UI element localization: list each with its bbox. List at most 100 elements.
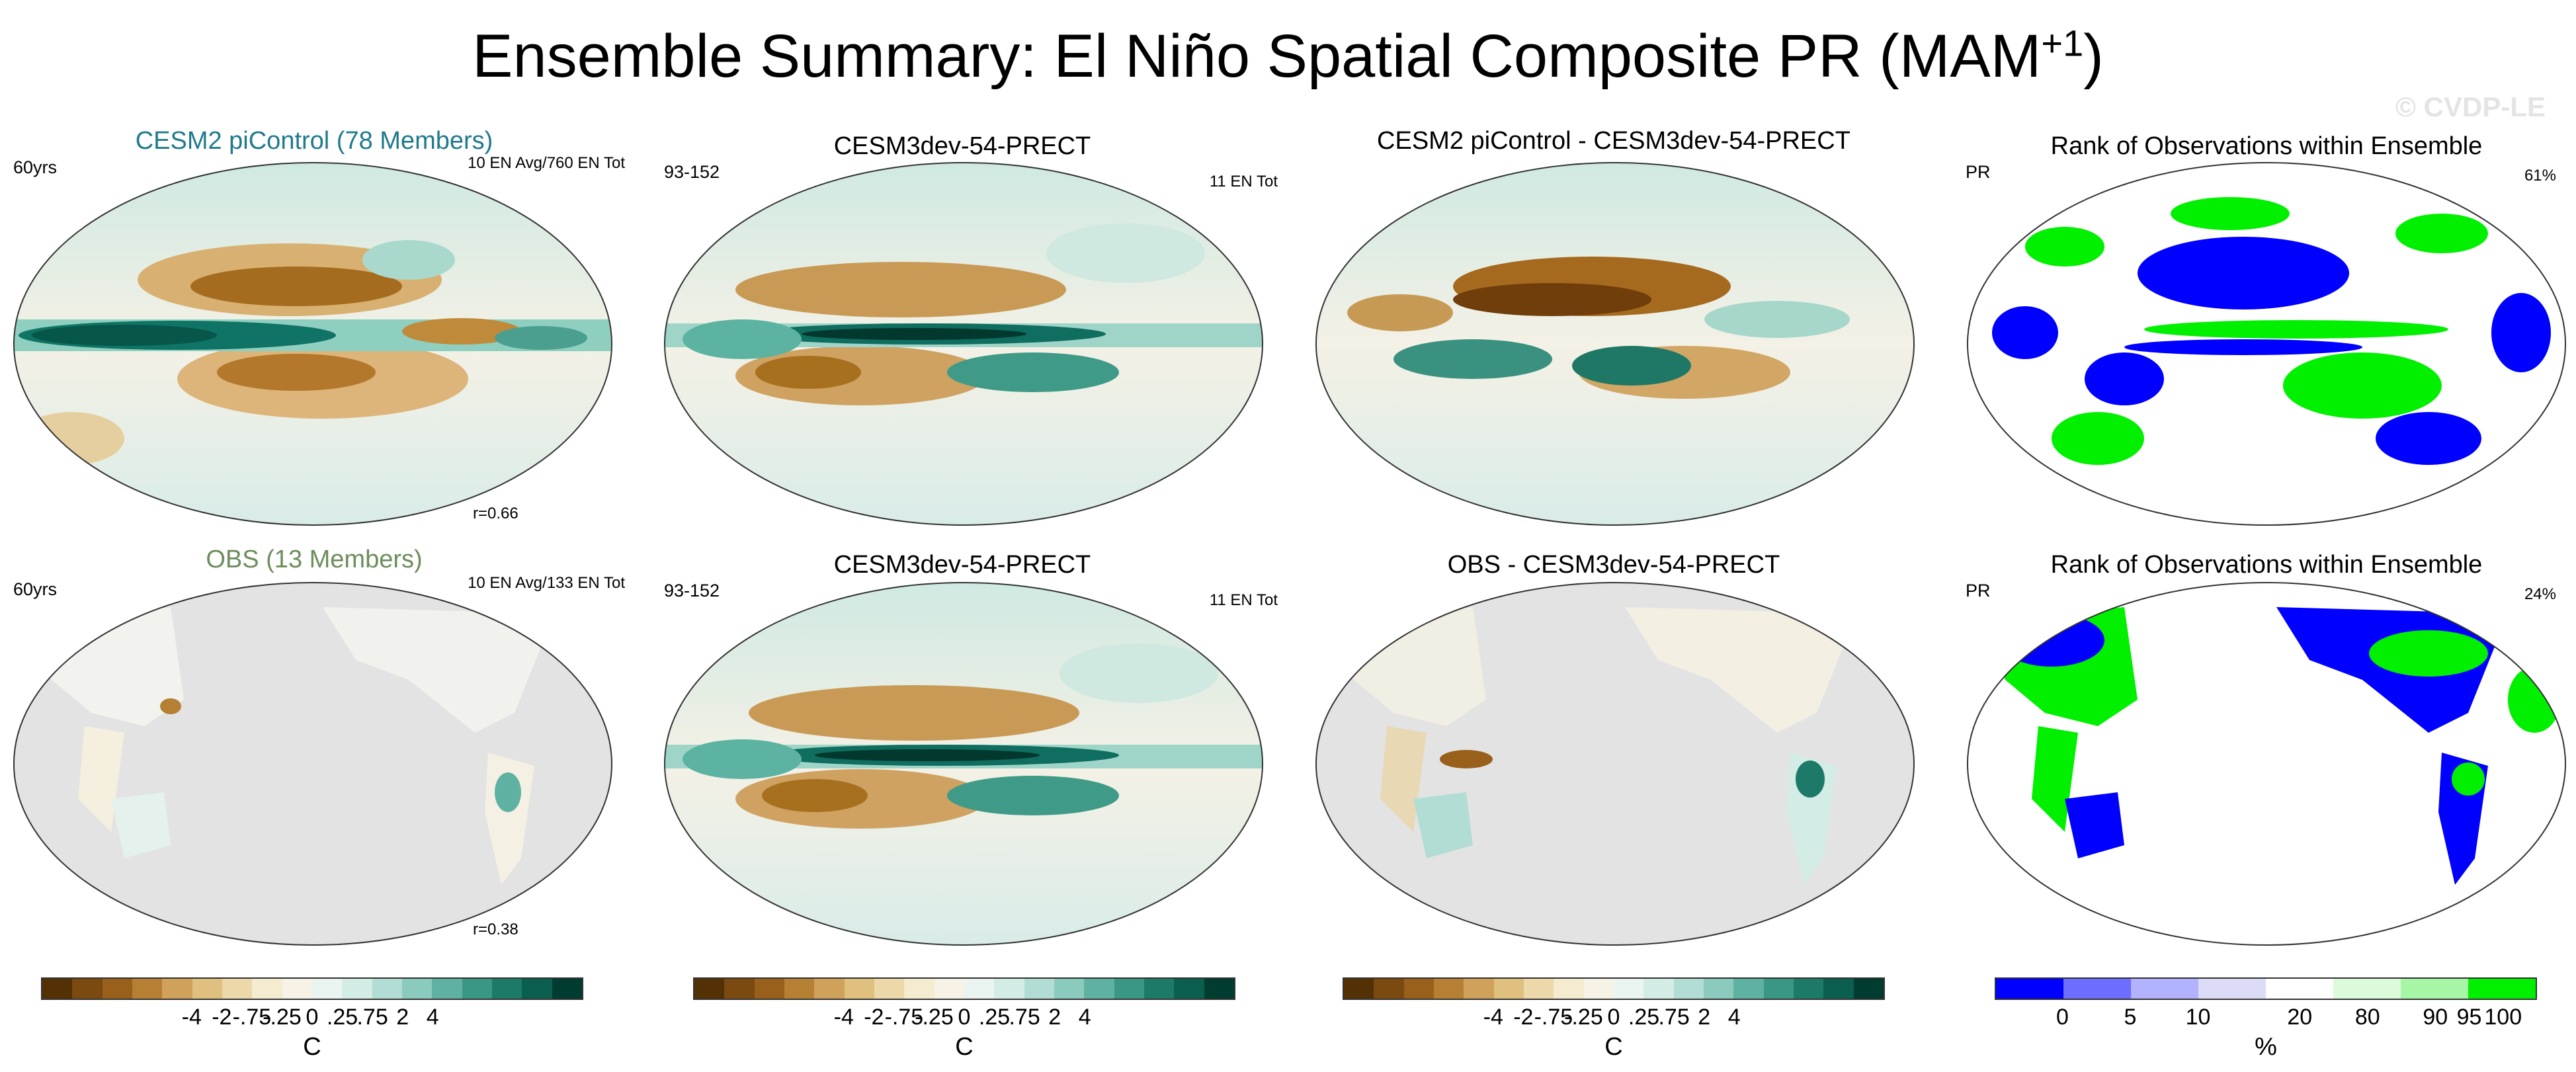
colorbar-tick-label: 80 [2354, 1005, 2380, 1030]
map-cesm3dev-composite [664, 162, 1263, 526]
colorbar-swatch [874, 979, 905, 999]
main-title-text: Ensemble Summary: El Niño Spatial Compos… [472, 22, 2042, 90]
colorbar-swatch [1174, 979, 1204, 999]
colorbar-swatch [342, 979, 372, 999]
rank-percent-label: 24% [2524, 585, 2556, 603]
colorbar-tick-label: -.25 [915, 1005, 954, 1030]
colorbar-unit-label: C [303, 1033, 321, 1061]
watermark: © CVDP-LE [2395, 91, 2546, 122]
event-count-label: 11 EN Tot [1209, 591, 1278, 609]
colorbar-tick-label: -4 [181, 1005, 202, 1030]
colorbar-tick-label: -.25 [1564, 1005, 1603, 1030]
colorbar-tick-label: -2 [1513, 1005, 1534, 1030]
colorbar-swatch [754, 979, 784, 999]
colorbar-tick-label: -.75 [232, 1005, 272, 1030]
colorbar-tick-label: -2 [864, 1005, 884, 1030]
panel-title-cesm3dev: CESM3dev-54-PRECT [833, 551, 1091, 579]
event-count-label: 10 EN Avg/133 EN Tot [468, 574, 625, 592]
colorbar-precip-1 [41, 977, 583, 1000]
colorbar-tick-label: 5 [2124, 1005, 2137, 1030]
colorbar-tick-label: .25 [1628, 1005, 1660, 1030]
colorbar-swatch [2468, 979, 2536, 999]
colorbar-tick-label: 90 [2423, 1005, 2448, 1030]
colorbar-swatch [102, 979, 132, 999]
map-cesm2-minus-cesm3dev [1315, 162, 1915, 526]
colorbar-swatch [1204, 979, 1234, 999]
colorbar-tick-label: 20 [2287, 1005, 2313, 1030]
map-rank-observations-r1 [1967, 162, 2566, 526]
colorbar-tick-label: .75 [1009, 1005, 1040, 1030]
colorbar-unit-label: C [955, 1033, 974, 1061]
event-count-label: 10 EN Avg/760 EN Tot [468, 154, 625, 172]
colorbar-swatch [1143, 979, 1175, 999]
colorbar-tick-label: 2 [1048, 1005, 1061, 1030]
panel-title-cesm3dev: CESM3dev-54-PRECT [833, 132, 1091, 160]
colorbar-swatch [222, 979, 253, 999]
colorbar-swatch [162, 979, 192, 999]
colorbar-tick-label: 10 [2185, 1005, 2211, 1030]
colorbar-swatch [1433, 979, 1464, 999]
colorbar-swatch [1523, 979, 1554, 999]
colorbar-swatch [1793, 979, 1824, 999]
colorbar-swatch [2198, 979, 2266, 999]
panel-title-rank: Rank of Observations within Ensemble [2050, 551, 2483, 579]
colorbar-swatch [1114, 979, 1144, 999]
colorbar-swatch [1464, 979, 1494, 999]
main-title: Ensemble Summary: El Niño Spatial Compos… [0, 20, 2576, 93]
colorbar-swatch [312, 979, 343, 999]
colorbar-tick-label: 2 [1698, 1005, 1711, 1030]
colorbar-swatch [1403, 979, 1434, 999]
colorbar-swatch [1733, 979, 1764, 999]
colorbar-swatch [1344, 979, 1374, 999]
colorbar-swatch [2333, 979, 2401, 999]
colorbar-swatch [491, 979, 522, 999]
years-label: 60yrs [13, 157, 58, 177]
panel-title-cesm2-picontrol: CESM2 piControl (78 Members) [135, 127, 493, 155]
colorbar-swatch [2401, 979, 2468, 999]
colorbar-tick-label: .25 [978, 1005, 1011, 1030]
colorbar-tick-label: 95 [2456, 1005, 2482, 1030]
colorbar-tick-label: .75 [356, 1005, 388, 1030]
panel-title-obs-difference: OBS - CESM3dev-54-PRECT [1447, 551, 1780, 579]
colorbar-tick-label: .25 [326, 1005, 358, 1030]
colorbar-rank [1995, 977, 2537, 1000]
colorbar-swatch [1493, 979, 1524, 999]
colorbar-tick-label: -.75 [1534, 1005, 1573, 1030]
colorbar-tick-label: 0 [306, 1005, 319, 1030]
colorbar-swatch [132, 979, 163, 999]
colorbar-unit-label: % [2255, 1033, 2277, 1061]
panel-title-difference: CESM2 piControl - CESM3dev-54-PRECT [1377, 127, 1850, 155]
colorbar-tick-label: 4 [1727, 1005, 1741, 1030]
panel-title-obs: OBS (13 Members) [206, 546, 423, 573]
event-count-label: 11 EN Tot [1209, 173, 1278, 190]
colorbar-swatch [372, 979, 402, 999]
colorbar-swatch [844, 979, 874, 999]
colorbar-tick-label: -4 [833, 1005, 854, 1030]
colorbar-swatch [1643, 979, 1674, 999]
colorbar-swatch [432, 979, 462, 999]
colorbar-swatch [1084, 979, 1114, 999]
map-obs-minus-cesm3dev [1315, 582, 1915, 946]
colorbar-precip-2 [693, 977, 1235, 1000]
colorbar-swatch [252, 979, 282, 999]
colorbar-swatch [552, 979, 582, 999]
colorbar-tick-label: 2 [396, 1005, 409, 1030]
colorbar-swatch [814, 979, 845, 999]
colorbar-tick-label: -.75 [884, 1005, 924, 1030]
colorbar-swatch [1763, 979, 1794, 999]
colorbar-tick-label: -4 [1483, 1005, 1503, 1030]
colorbar-swatch [694, 979, 725, 999]
colorbar-tick-label: 100 [2484, 1005, 2522, 1030]
variable-label: PR [1966, 162, 1991, 182]
years-label: 93-152 [664, 162, 720, 182]
colorbar-swatch [462, 979, 492, 999]
colorbar-precip-3 [1343, 977, 1885, 1000]
years-label: 60yrs [13, 579, 58, 599]
main-title-close: ) [2083, 22, 2104, 90]
colorbar-swatch [934, 979, 964, 999]
colorbar-tick-label: 0 [958, 1005, 971, 1030]
colorbar-swatch [2131, 979, 2198, 999]
map-obs-composite [13, 582, 612, 946]
colorbar-swatch [401, 979, 433, 999]
colorbar-unit-label: C [1604, 1033, 1623, 1061]
